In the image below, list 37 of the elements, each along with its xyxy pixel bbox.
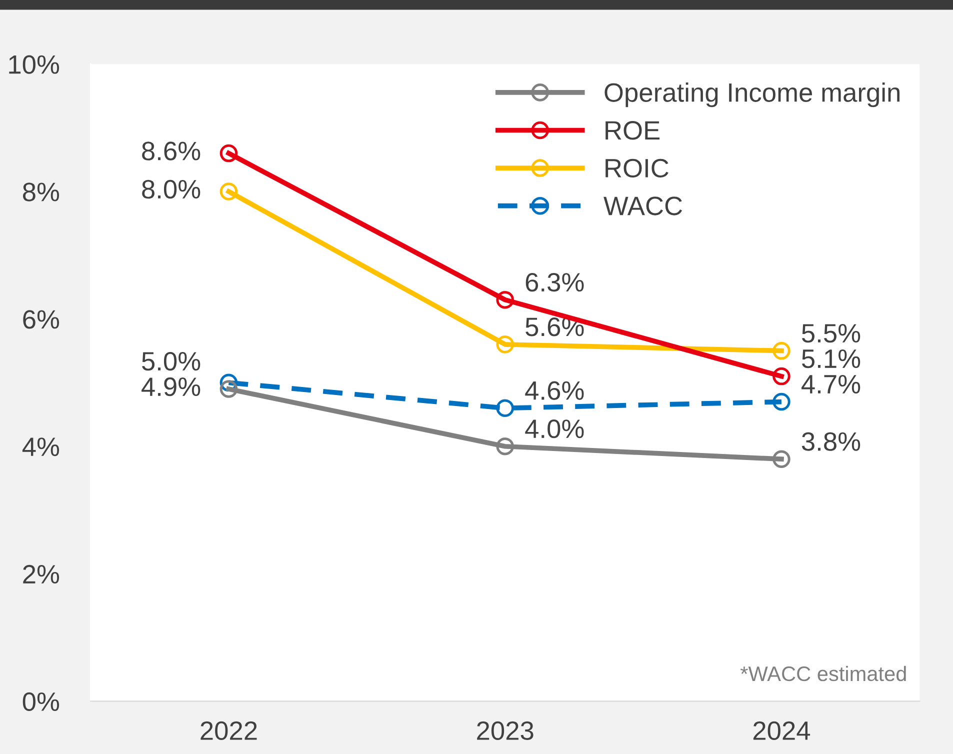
data-label: 4.0% — [525, 419, 584, 438]
point — [772, 367, 790, 386]
y-tick-label: 6% — [23, 310, 60, 329]
data-label: 8.0% — [142, 180, 200, 199]
data-label: 6.3% — [526, 272, 584, 292]
point — [496, 290, 514, 309]
y-tick-label: 2% — [23, 564, 60, 584]
data-label: 5.1% — [802, 350, 860, 368]
data-label: 8.6% — [142, 142, 200, 160]
point — [496, 437, 514, 456]
legend-label: ROIC — [606, 158, 668, 178]
annotation: *WACC estimated — [740, 666, 906, 682]
data-label: 4.6% — [525, 381, 584, 400]
data-label: 3.8% — [802, 432, 860, 451]
y-tick-label: 4% — [22, 438, 60, 456]
point — [220, 380, 238, 398]
x-tick-label: 2023 — [477, 721, 534, 740]
legend-label: Operating Income margin — [604, 82, 900, 108]
point — [220, 144, 238, 162]
y-tick-label: 8% — [22, 182, 60, 202]
x-tick-label: 2024 — [753, 721, 810, 740]
point — [220, 182, 238, 200]
y-tick-label: 10% — [9, 55, 60, 74]
point — [772, 342, 790, 360]
data-label: 4.9% — [142, 377, 200, 396]
point — [496, 336, 514, 354]
data-label: 5.6% — [526, 318, 584, 336]
data-label: 4.7% — [802, 375, 860, 394]
data-label: 5.5% — [802, 324, 860, 343]
legend-label: ROE — [606, 121, 660, 140]
point — [772, 392, 790, 411]
point — [496, 399, 514, 418]
point — [772, 450, 790, 468]
y-tick-label: 0% — [22, 692, 60, 712]
data-label: 5.0% — [142, 352, 200, 371]
legend-label: WACC — [604, 196, 682, 216]
x-tick-label: 2022 — [200, 721, 257, 740]
